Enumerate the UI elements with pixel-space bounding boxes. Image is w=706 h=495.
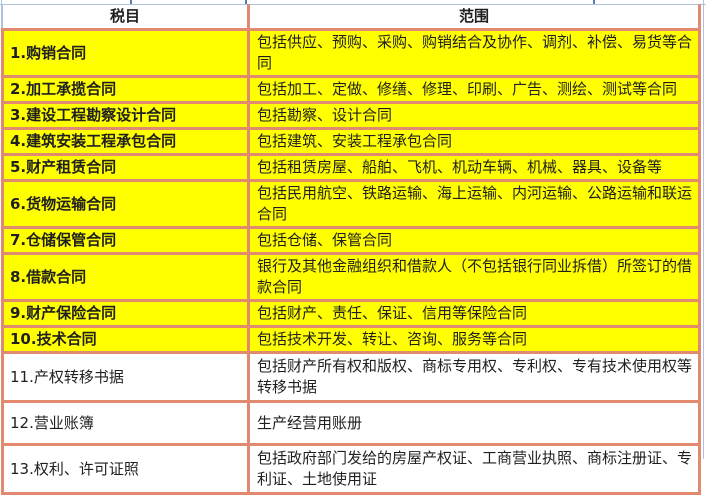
column-tick: [593, 0, 595, 5]
table-row: 7.仓储保管合同 包括仓储、保管合同: [1, 226, 701, 255]
table-row: 8.借款合同 银行及其他金融组织和借款人（不包括银行同业拆借）所签订的借款合同: [1, 252, 701, 302]
tax-item-cell[interactable]: 10.技术合同: [1, 325, 250, 354]
table-row: 4.建筑安装工程承包合同 包括建筑、安装工程承包合同: [1, 127, 701, 156]
table-header-row: 税目 范围: [2, 4, 701, 31]
left-gridline: [1, 0, 2, 459]
tax-item-cell[interactable]: 3.建设工程勘察设计合同: [1, 101, 250, 130]
scope-cell[interactable]: 包括财产所有权和版权、商标专用权、专利权、专有技术使用权等转移书据: [247, 351, 701, 403]
tax-item-cell[interactable]: 11.产权转移书据: [1, 351, 250, 403]
scope-cell[interactable]: 包括仓储、保管合同: [247, 226, 701, 255]
scope-cell[interactable]: 银行及其他金融组织和借款人（不包括银行同业拆借）所签订的借款合同: [247, 252, 701, 302]
table-row: 3.建设工程勘察设计合同 包括勘察、设计合同: [1, 101, 701, 130]
scope-cell[interactable]: 包括供应、预购、采购、购销结合及协作、调剂、补偿、易货等合同: [247, 28, 701, 78]
table-row: 11.产权转移书据 包括财产所有权和版权、商标专用权、专利权、专有技术使用权等转…: [1, 351, 701, 403]
column-tick: [245, 0, 247, 5]
tax-item-cell[interactable]: 4.建筑安装工程承包合同: [1, 127, 250, 156]
header-scope: 范围: [247, 4, 701, 31]
tax-item-cell[interactable]: 5.财产租赁合同: [1, 153, 250, 182]
table-row: 5.财产租赁合同 包括租赁房屋、船舶、飞机、机动车辆、机械、器具、设备等: [1, 153, 701, 182]
tax-item-cell[interactable]: 1.购销合同: [1, 28, 250, 78]
tax-table: 税目 范围 1.购销合同 包括供应、预购、采购、购销结合及协作、调剂、补偿、易货…: [1, 4, 701, 495]
table-row: 10.技术合同 包括技术开发、转让、咨询、服务等合同: [1, 325, 701, 354]
table-row: 12.营业账簿 生产经营用账册: [1, 400, 701, 446]
scope-cell[interactable]: 包括勘察、设计合同: [247, 101, 701, 130]
table-row: 13.权利、许可证照 包括政府部门发给的房屋产权证、工商营业执照、商标注册证、专…: [1, 443, 701, 495]
column-tick: [130, 0, 132, 5]
scope-cell[interactable]: 包括民用航空、铁路运输、海上运输、内河运输、公路运输和联运合同: [247, 179, 701, 229]
scope-cell[interactable]: 包括建筑、安装工程承包合同: [247, 127, 701, 156]
table-row: 1.购销合同 包括供应、预购、采购、购销结合及协作、调剂、补偿、易货等合同: [1, 28, 701, 78]
tax-item-cell[interactable]: 9.财产保险合同: [1, 299, 250, 328]
scope-cell[interactable]: 包括政府部门发给的房屋产权证、工商营业执照、商标注册证、专利证、土地使用证: [247, 443, 701, 495]
tax-item-cell[interactable]: 12.营业账簿: [1, 400, 250, 446]
scope-cell[interactable]: 包括技术开发、转让、咨询、服务等合同: [247, 325, 701, 354]
table-row: 9.财产保险合同 包括财产、责任、保证、信用等保险合同: [1, 299, 701, 328]
tax-item-cell[interactable]: 6.货物运输合同: [1, 179, 250, 229]
tax-item-cell[interactable]: 13.权利、许可证照: [1, 443, 250, 495]
scope-cell[interactable]: 包括财产、责任、保证、信用等保险合同: [247, 299, 701, 328]
scope-cell[interactable]: 包括租赁房屋、船舶、飞机、机动车辆、机械、器具、设备等: [247, 153, 701, 182]
scope-cell[interactable]: 包括加工、定做、修缮、修理、印刷、广告、测绘、测试等合同: [247, 75, 701, 104]
header-tax-item: 税目: [2, 4, 250, 31]
tax-item-cell[interactable]: 7.仓储保管合同: [1, 226, 250, 255]
right-gridline: [703, 0, 704, 459]
table-row: 2.加工承揽合同 包括加工、定做、修缮、修理、印刷、广告、测绘、测试等合同: [1, 75, 701, 104]
tax-item-cell[interactable]: 2.加工承揽合同: [1, 75, 250, 104]
table-row: 6.货物运输合同 包括民用航空、铁路运输、海上运输、内河运输、公路运输和联运合同: [1, 179, 701, 229]
scope-cell[interactable]: 生产经营用账册: [247, 400, 701, 446]
tax-item-cell[interactable]: 8.借款合同: [1, 252, 250, 302]
